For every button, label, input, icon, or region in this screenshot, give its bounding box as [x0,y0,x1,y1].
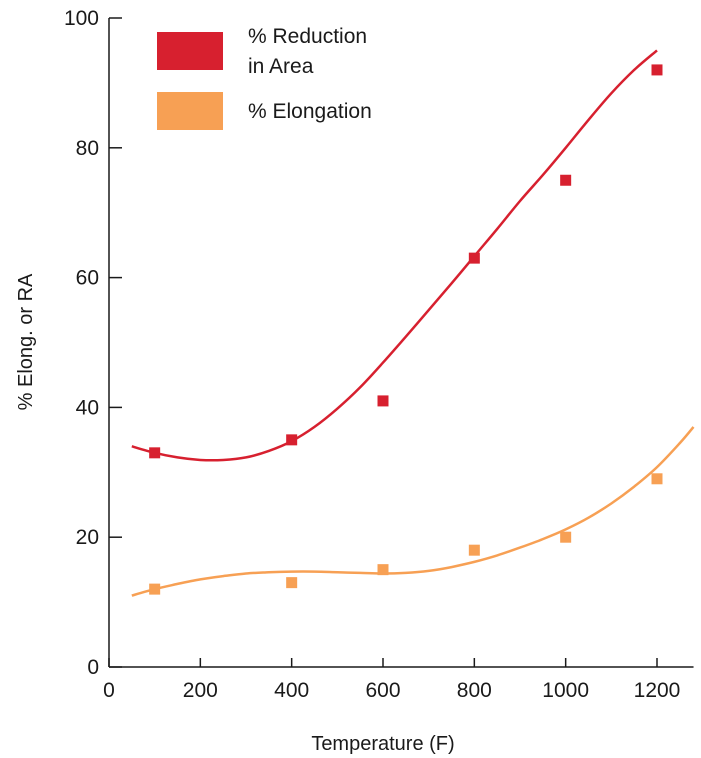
legend-label-reduction-line1: % Reduction [248,25,367,48]
y-tick-label: 20 [76,526,99,549]
data-point-elongation [652,473,663,484]
x-tick-label: 600 [365,679,400,702]
y-tick-label: 40 [76,396,99,419]
legend-swatch-elongation [157,92,223,130]
y-axis-title: % Elong. or RA [15,273,37,410]
data-point-reduction-in-area [378,395,389,406]
y-tick-label: 80 [76,137,99,160]
data-point-reduction-in-area [469,253,480,264]
data-point-elongation [286,577,297,588]
y-tick-label: 0 [87,656,99,679]
legend-label-reduction-line2: in Area [248,55,314,78]
legend-swatch-reduction-in-area [157,32,223,70]
x-tick-label: 0 [103,679,115,702]
x-tick-label: 1200 [634,679,681,702]
x-tick-label: 800 [457,679,492,702]
data-point-elongation [469,545,480,556]
legend: % Reduction in Area % Elongation [157,25,372,130]
series-layer [132,50,694,595]
x-tick-label: 200 [183,679,218,702]
x-axis-title: Temperature (F) [311,733,454,755]
data-point-reduction-in-area [652,64,663,75]
x-tick-label: 400 [274,679,309,702]
data-point-elongation [560,532,571,543]
y-tick-label: 100 [64,7,99,30]
data-point-elongation [149,584,160,595]
data-point-reduction-in-area [560,175,571,186]
y-tick-label: 60 [76,267,99,290]
x-tick-label: 1000 [542,679,589,702]
trend-line-elongation [132,427,694,596]
data-point-reduction-in-area [149,447,160,458]
data-point-elongation [378,564,389,575]
data-point-reduction-in-area [286,434,297,445]
legend-label-elongation: % Elongation [248,100,372,123]
